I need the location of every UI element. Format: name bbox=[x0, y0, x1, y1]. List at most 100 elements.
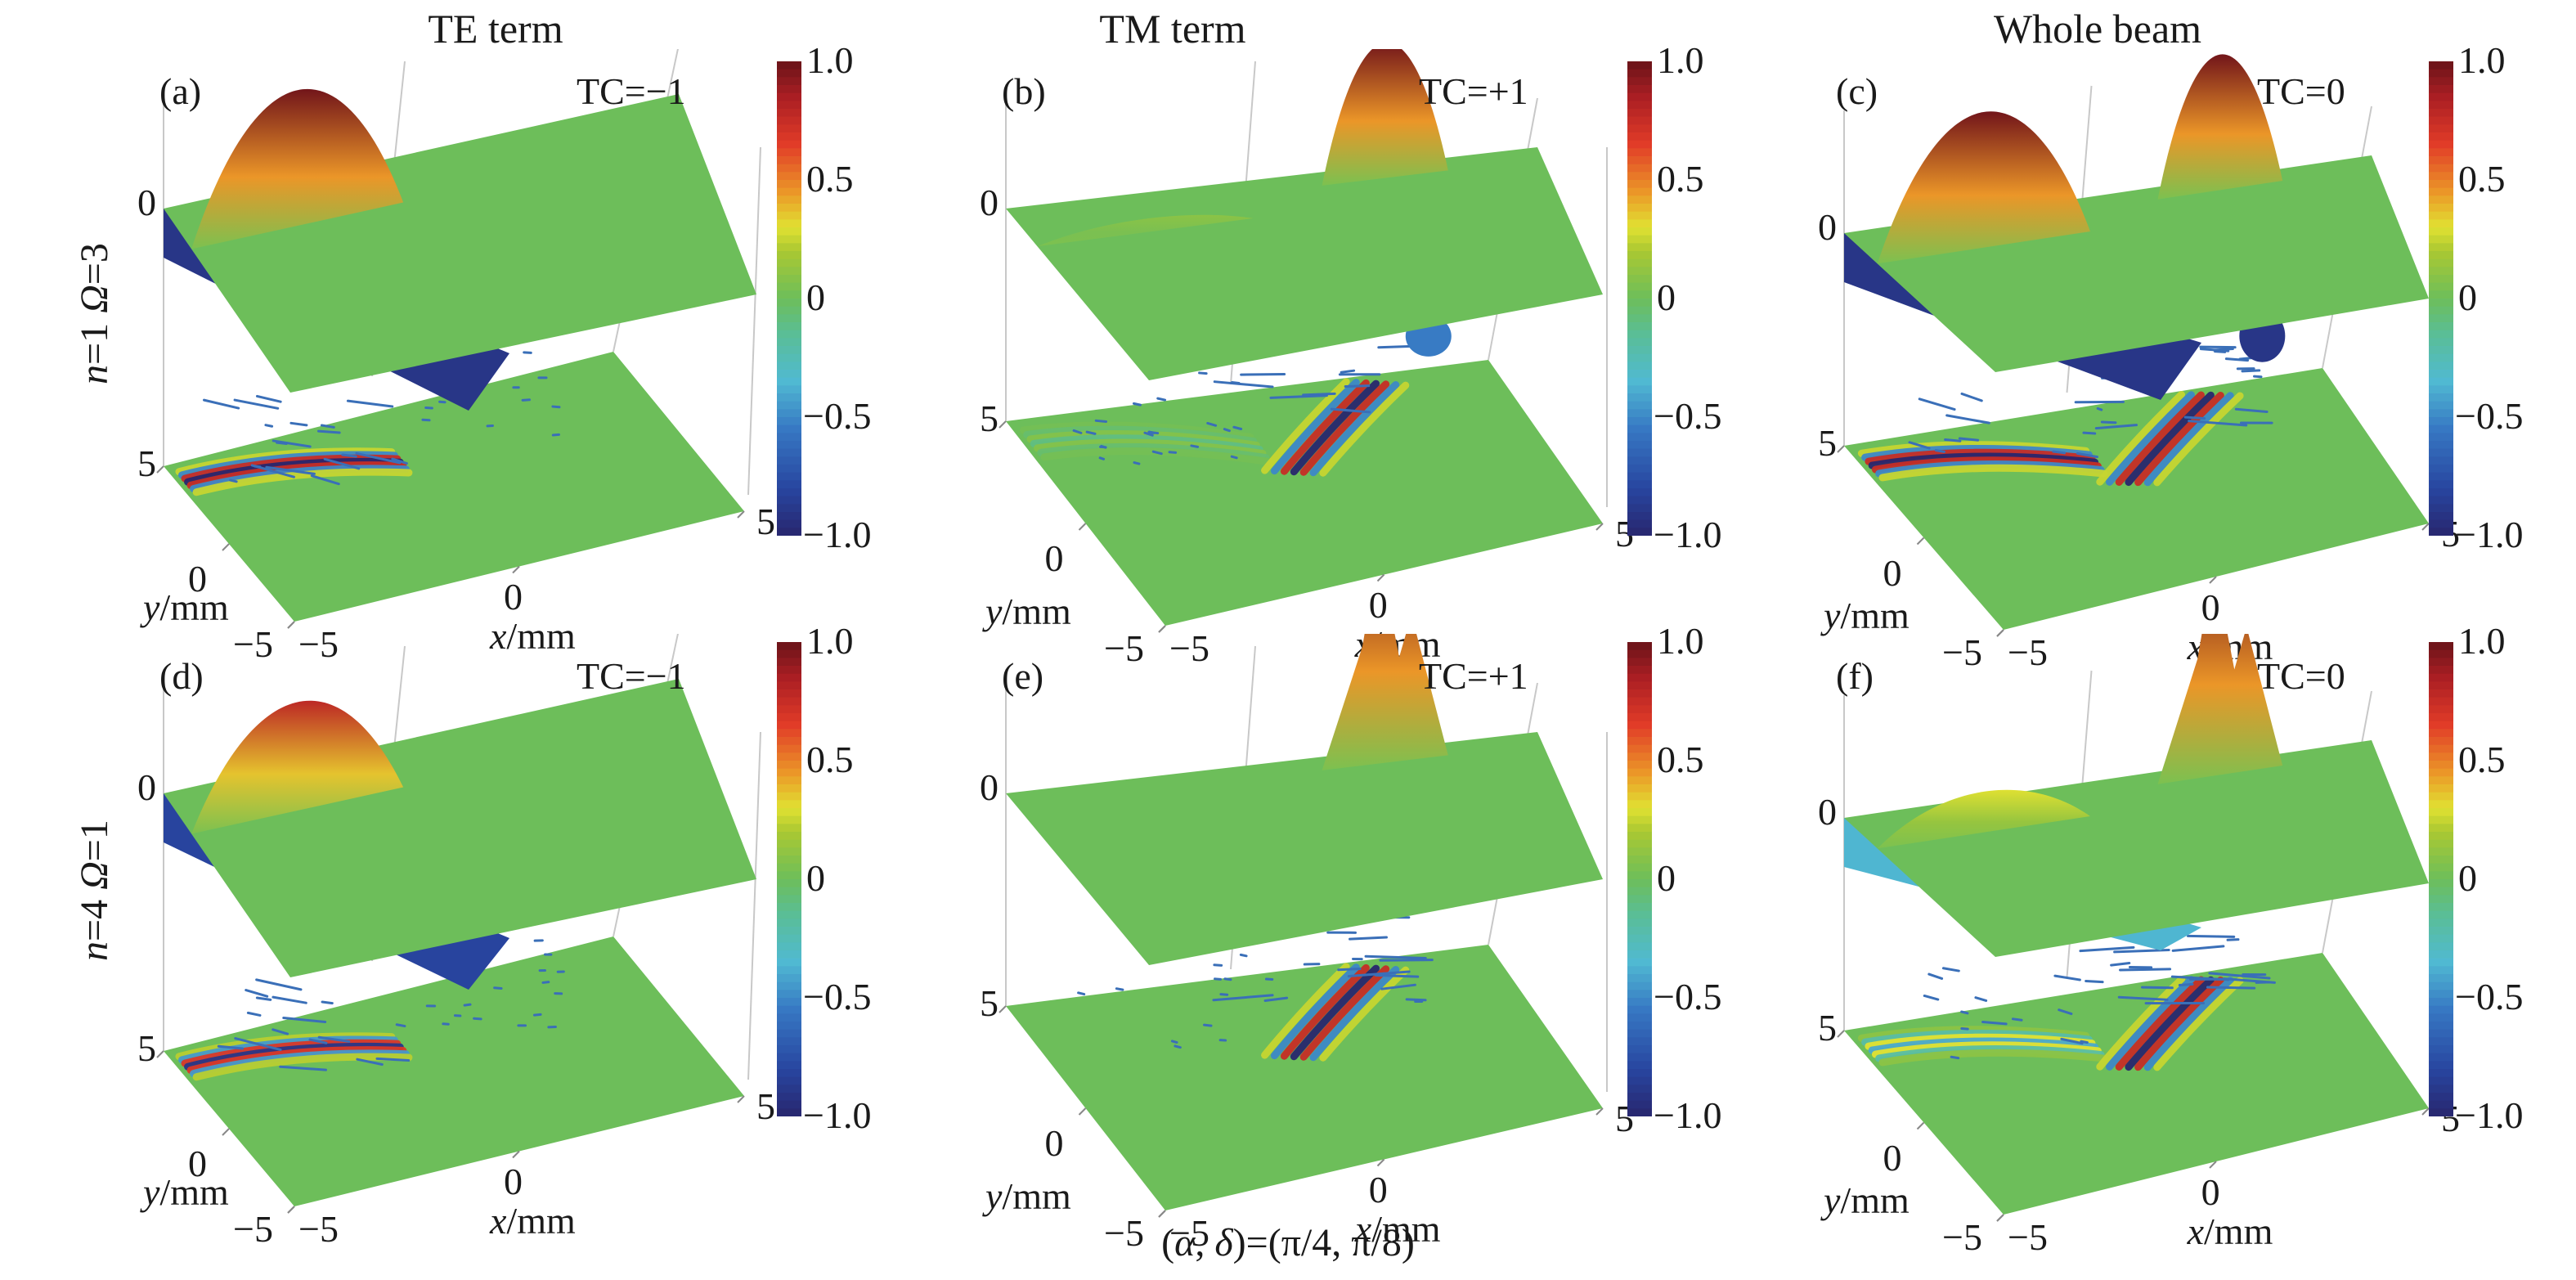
quiver-arrow bbox=[2011, 1017, 2023, 1022]
colorbar-band bbox=[777, 1029, 801, 1038]
colorbar-band bbox=[777, 990, 801, 999]
x-tick-min: −5 bbox=[1169, 627, 1209, 669]
colorbar-band bbox=[1627, 958, 1652, 967]
quiver-arrow bbox=[1960, 1027, 1969, 1031]
colorbar bbox=[2429, 61, 2453, 536]
colorbar-band bbox=[1627, 330, 1652, 339]
colorbar-band bbox=[2429, 211, 2453, 220]
quiver-arrow bbox=[1958, 437, 1980, 442]
colorbar-band bbox=[777, 322, 801, 331]
colorbar-band bbox=[2429, 338, 2453, 347]
colorbar-band bbox=[2429, 927, 2453, 936]
lower-plane-surface bbox=[1844, 368, 2429, 630]
row-label-2-omega: Ω bbox=[73, 861, 116, 890]
colorbar-band bbox=[777, 974, 801, 983]
colorbar-band bbox=[1627, 768, 1652, 777]
quiver-arrow bbox=[1168, 451, 1178, 454]
upper-plane-surface bbox=[1844, 740, 2429, 957]
upper-surface-plane bbox=[1844, 634, 2429, 957]
colorbar-band bbox=[777, 713, 801, 722]
colorbar-band bbox=[777, 85, 801, 94]
colorbar-band bbox=[2429, 258, 2453, 267]
x-tick-zero: 0 bbox=[504, 576, 523, 618]
quiver-arrow bbox=[1085, 430, 1097, 435]
colorbar-band bbox=[1627, 219, 1652, 228]
colorbar-band bbox=[2429, 1045, 2453, 1054]
quiver-arrow bbox=[1918, 397, 1956, 411]
field-fringe bbox=[1270, 963, 1360, 1060]
colorbar-band bbox=[1627, 942, 1652, 951]
y-tick-max: 5 bbox=[980, 982, 999, 1024]
colorbar-band bbox=[777, 729, 801, 738]
colorbar-tick-label: −0.5 bbox=[803, 395, 872, 437]
quiver-arrow bbox=[341, 453, 357, 458]
colorbar-band bbox=[2429, 942, 2453, 951]
footer-open: ( bbox=[1161, 1221, 1175, 1264]
colorbar-band bbox=[1627, 784, 1652, 793]
right-positive-lobe bbox=[2157, 54, 2283, 200]
colorbar-band bbox=[1627, 910, 1652, 919]
colorbar-band bbox=[1627, 433, 1652, 442]
colorbar-band bbox=[1627, 1029, 1652, 1038]
colorbar-tick-label: 1.0 bbox=[1657, 39, 1704, 81]
axis-tick-mark bbox=[999, 420, 1007, 429]
quiver-arrow bbox=[1143, 431, 1154, 437]
colorbar-band bbox=[777, 219, 801, 228]
field-fringe bbox=[1037, 442, 1270, 462]
colorbar-tick-label: 0.5 bbox=[2458, 158, 2506, 200]
colorbar-band bbox=[777, 705, 801, 714]
quiver-arrow bbox=[2053, 974, 2081, 981]
colorbar-band bbox=[777, 800, 801, 809]
colorbar-band bbox=[777, 172, 801, 181]
quiver-arrow bbox=[395, 1023, 406, 1028]
quiver-arrow bbox=[1206, 421, 1218, 427]
colorbar-band bbox=[1627, 512, 1652, 521]
axis-tick-mark bbox=[156, 1050, 164, 1058]
colorbar-band bbox=[777, 353, 801, 362]
colorbar-band bbox=[1627, 832, 1652, 841]
colorbar-band bbox=[2429, 1061, 2453, 1070]
quiver-arrow bbox=[317, 1035, 351, 1043]
lower-field-plane bbox=[1006, 945, 1603, 1210]
colorbar-band bbox=[777, 1069, 801, 1078]
colorbar-band bbox=[1627, 673, 1652, 682]
quiver-arrow bbox=[375, 1057, 411, 1062]
x-axis-unit: /mm bbox=[2204, 1210, 2273, 1252]
colorbar-band bbox=[777, 180, 801, 189]
colorbar-band bbox=[1627, 824, 1652, 833]
axis-tick-mark bbox=[1595, 1107, 1604, 1116]
colorbar-band bbox=[777, 1045, 801, 1054]
colorbar-band bbox=[2429, 792, 2453, 801]
colorbar-band bbox=[1627, 353, 1652, 362]
colorbar-band bbox=[2429, 856, 2453, 865]
colorbar-band bbox=[777, 164, 801, 173]
colorbar-band bbox=[1627, 282, 1652, 291]
axis-tick-mark bbox=[1837, 1030, 1845, 1038]
colorbar-tick-label: 0 bbox=[1657, 276, 1676, 318]
quiver-arrow bbox=[1133, 461, 1141, 465]
row-label-1-n: n bbox=[73, 365, 116, 384]
quiver-arrow bbox=[463, 1003, 472, 1007]
y-axis-var: y bbox=[985, 1175, 1003, 1217]
colorbar-tick-label: 0.5 bbox=[806, 158, 854, 200]
colorbar-band bbox=[1627, 903, 1652, 912]
quiver-arrow bbox=[1077, 991, 1086, 996]
colorbar-band bbox=[2429, 895, 2453, 904]
upper-plane-surface bbox=[1006, 732, 1603, 965]
field-fringe bbox=[192, 468, 413, 496]
colorbar-band bbox=[777, 528, 801, 536]
colorbar-band bbox=[1627, 808, 1652, 817]
colorbar-band bbox=[1627, 417, 1652, 426]
lower-field-plane bbox=[164, 936, 744, 1206]
colorbar-band bbox=[777, 958, 801, 967]
axis-tick-mark bbox=[2421, 1107, 2430, 1116]
colorbar-tick-label: −0.5 bbox=[2455, 395, 2524, 437]
row-label-2: n=4 Ω=1 bbox=[72, 820, 117, 961]
quiver-arrow bbox=[1344, 384, 1371, 388]
quiver-arrow bbox=[2141, 986, 2174, 990]
colorbar-band bbox=[777, 124, 801, 133]
colorbar-band bbox=[777, 721, 801, 730]
y-tick-min: −5 bbox=[1942, 1216, 1982, 1258]
field-fringe bbox=[2096, 391, 2185, 486]
y-tick-zero: 0 bbox=[188, 1143, 207, 1184]
